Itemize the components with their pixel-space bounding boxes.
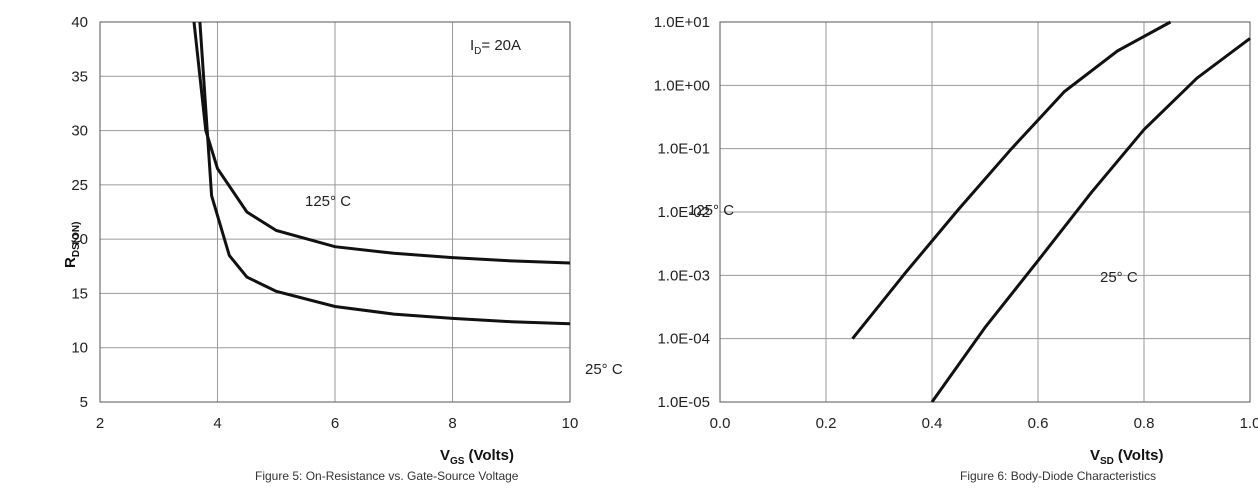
right-x-tick-label: 0.6 (1028, 415, 1049, 432)
left-x-tick-label: 6 (331, 415, 339, 432)
left-series-line-1 (198, 21, 571, 326)
right-y-tick-label: 1.0E+00 (654, 77, 710, 94)
left-y-tick-labels: 40 35 30 25 20 15 10 5 (71, 14, 88, 411)
left-x-tick-label: 8 (448, 415, 456, 432)
left-annotation-25c: 25° C (585, 361, 623, 378)
right-series-curves (851, 20, 1251, 403)
right-x-tick-label: 1.0 (1240, 415, 1258, 432)
left-series-curves (192, 21, 571, 326)
id-annotation: ID= 20A (470, 37, 521, 57)
left-y-axis-label: RDS(ON) (62, 222, 82, 268)
right-x-axis-label: VSD (Volts) (1090, 447, 1163, 467)
right-series-line-1 (930, 37, 1251, 403)
right-x-tick-label: 0.0 (710, 415, 731, 432)
right-y-tick-label: 1.0E-02 (657, 204, 710, 221)
right-y-tick-labels: 1.0E+01 1.0E+00 1.0E-01 1.0E-02 1.0E-03 1.0E-… (654, 14, 710, 411)
left-y-tick-label: 35 (71, 68, 88, 85)
right-x-tick-label: 0.8 (1134, 415, 1155, 432)
right-figure-caption: Figure 6: Body-Diode Characteristics (960, 469, 1156, 483)
left-series-line-0 (192, 21, 571, 265)
left-x-tick-labels: 2 4 6 8 10 (96, 415, 579, 432)
chart-rds-vs-vgs: 40 35 30 25 20 15 10 5 2 4 6 8 10 ID= 20A 125° C 25… (62, 14, 623, 483)
left-plot-frame (99, 21, 571, 403)
left-y-tick-label: 25 (71, 177, 88, 194)
left-y-tick-label: 10 (71, 340, 88, 357)
right-y-tick-label: 1.0E-04 (657, 331, 710, 348)
left-y-tick-label: 40 (71, 14, 88, 31)
left-figure-caption: Figure 5: On-Resistance vs. Gate-Source … (255, 469, 519, 483)
right-x-tick-label: 0.4 (922, 415, 943, 432)
left-y-tick-label: 5 (80, 394, 88, 411)
left-y-tick-label: 15 (71, 285, 88, 302)
left-gridlines (99, 21, 571, 403)
right-y-tick-label: 1.0E-01 (657, 141, 710, 158)
chart-body-diode: 1.0E+01 1.0E+00 1.0E-01 1.0E-02 1.0E-03 1.0E-… (654, 14, 1258, 483)
left-y-tick-label: 30 (71, 123, 88, 140)
right-plot-frame (719, 21, 1251, 403)
right-annotation-25c: 25° C (1100, 269, 1138, 286)
right-x-tick-labels: 0.0 0.2 0.4 0.6 0.8 1.0 (710, 415, 1258, 432)
left-y-tick-label: 20 (71, 231, 88, 248)
right-gridlines (719, 21, 1251, 403)
left-x-axis-label: VGS (Volts) (440, 447, 514, 467)
left-x-tick-label: 4 (213, 415, 221, 432)
right-series-line-0 (851, 20, 1172, 340)
right-y-tick-label: 1.0E-05 (657, 394, 710, 411)
left-x-tick-label: 10 (562, 415, 579, 432)
right-annotation-125c: 125° C (688, 202, 734, 219)
right-y-tick-label: 1.0E+01 (654, 14, 710, 31)
right-y-tick-label: 1.0E-03 (657, 267, 710, 284)
left-x-tick-label: 2 (96, 415, 104, 432)
left-annotation-125c: 125° C (305, 193, 351, 210)
right-x-tick-label: 0.2 (816, 415, 837, 432)
